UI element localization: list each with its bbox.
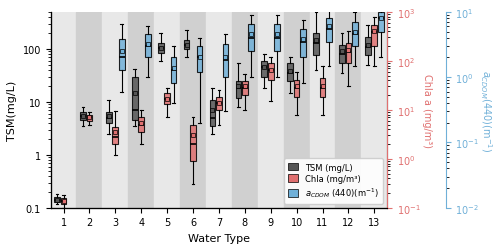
Bar: [258, 13, 283, 208]
PathPatch shape: [184, 41, 190, 50]
PathPatch shape: [268, 64, 274, 81]
Bar: [102, 13, 128, 208]
PathPatch shape: [365, 38, 370, 56]
PathPatch shape: [80, 112, 86, 121]
Bar: [362, 13, 388, 208]
PathPatch shape: [378, 13, 384, 32]
PathPatch shape: [210, 100, 216, 126]
Bar: [76, 13, 102, 208]
PathPatch shape: [248, 25, 254, 52]
PathPatch shape: [352, 23, 358, 47]
PathPatch shape: [54, 197, 60, 202]
PathPatch shape: [326, 19, 332, 42]
PathPatch shape: [119, 40, 124, 70]
PathPatch shape: [112, 127, 118, 144]
PathPatch shape: [86, 115, 92, 121]
PathPatch shape: [216, 98, 222, 110]
PathPatch shape: [138, 118, 144, 132]
PathPatch shape: [158, 44, 164, 54]
PathPatch shape: [300, 30, 306, 58]
PathPatch shape: [196, 47, 202, 73]
Bar: [154, 13, 180, 208]
PathPatch shape: [236, 82, 241, 98]
PathPatch shape: [242, 82, 248, 96]
Bar: [128, 13, 154, 208]
PathPatch shape: [313, 34, 319, 56]
Bar: [310, 13, 336, 208]
PathPatch shape: [320, 78, 326, 98]
PathPatch shape: [132, 77, 138, 121]
Bar: [206, 13, 232, 208]
PathPatch shape: [274, 25, 280, 52]
Legend: TSM (mg/L), Chla (mg/m³), $a_{CDOM}$ (440)(m$^{-1}$): TSM (mg/L), Chla (mg/m³), $a_{CDOM}$ (44…: [284, 159, 383, 204]
Bar: [336, 13, 361, 208]
Bar: [180, 13, 206, 208]
PathPatch shape: [145, 35, 150, 58]
PathPatch shape: [106, 112, 112, 124]
Bar: [50, 13, 76, 208]
PathPatch shape: [262, 61, 267, 77]
PathPatch shape: [171, 58, 176, 84]
PathPatch shape: [164, 94, 170, 105]
PathPatch shape: [60, 198, 66, 204]
PathPatch shape: [222, 45, 228, 78]
Y-axis label: TSM(mg/L): TSM(mg/L): [7, 80, 17, 140]
PathPatch shape: [372, 26, 377, 47]
PathPatch shape: [294, 81, 300, 98]
PathPatch shape: [339, 46, 345, 63]
PathPatch shape: [346, 44, 352, 64]
Bar: [284, 13, 310, 208]
PathPatch shape: [190, 125, 196, 162]
X-axis label: Water Type: Water Type: [188, 233, 250, 243]
Bar: [232, 13, 258, 208]
Y-axis label: Chla a (mg/m³): Chla a (mg/m³): [422, 74, 432, 147]
Y-axis label: $a_{CDOM}$(440)(m$^{-1}$): $a_{CDOM}$(440)(m$^{-1}$): [478, 69, 493, 152]
PathPatch shape: [288, 63, 293, 82]
